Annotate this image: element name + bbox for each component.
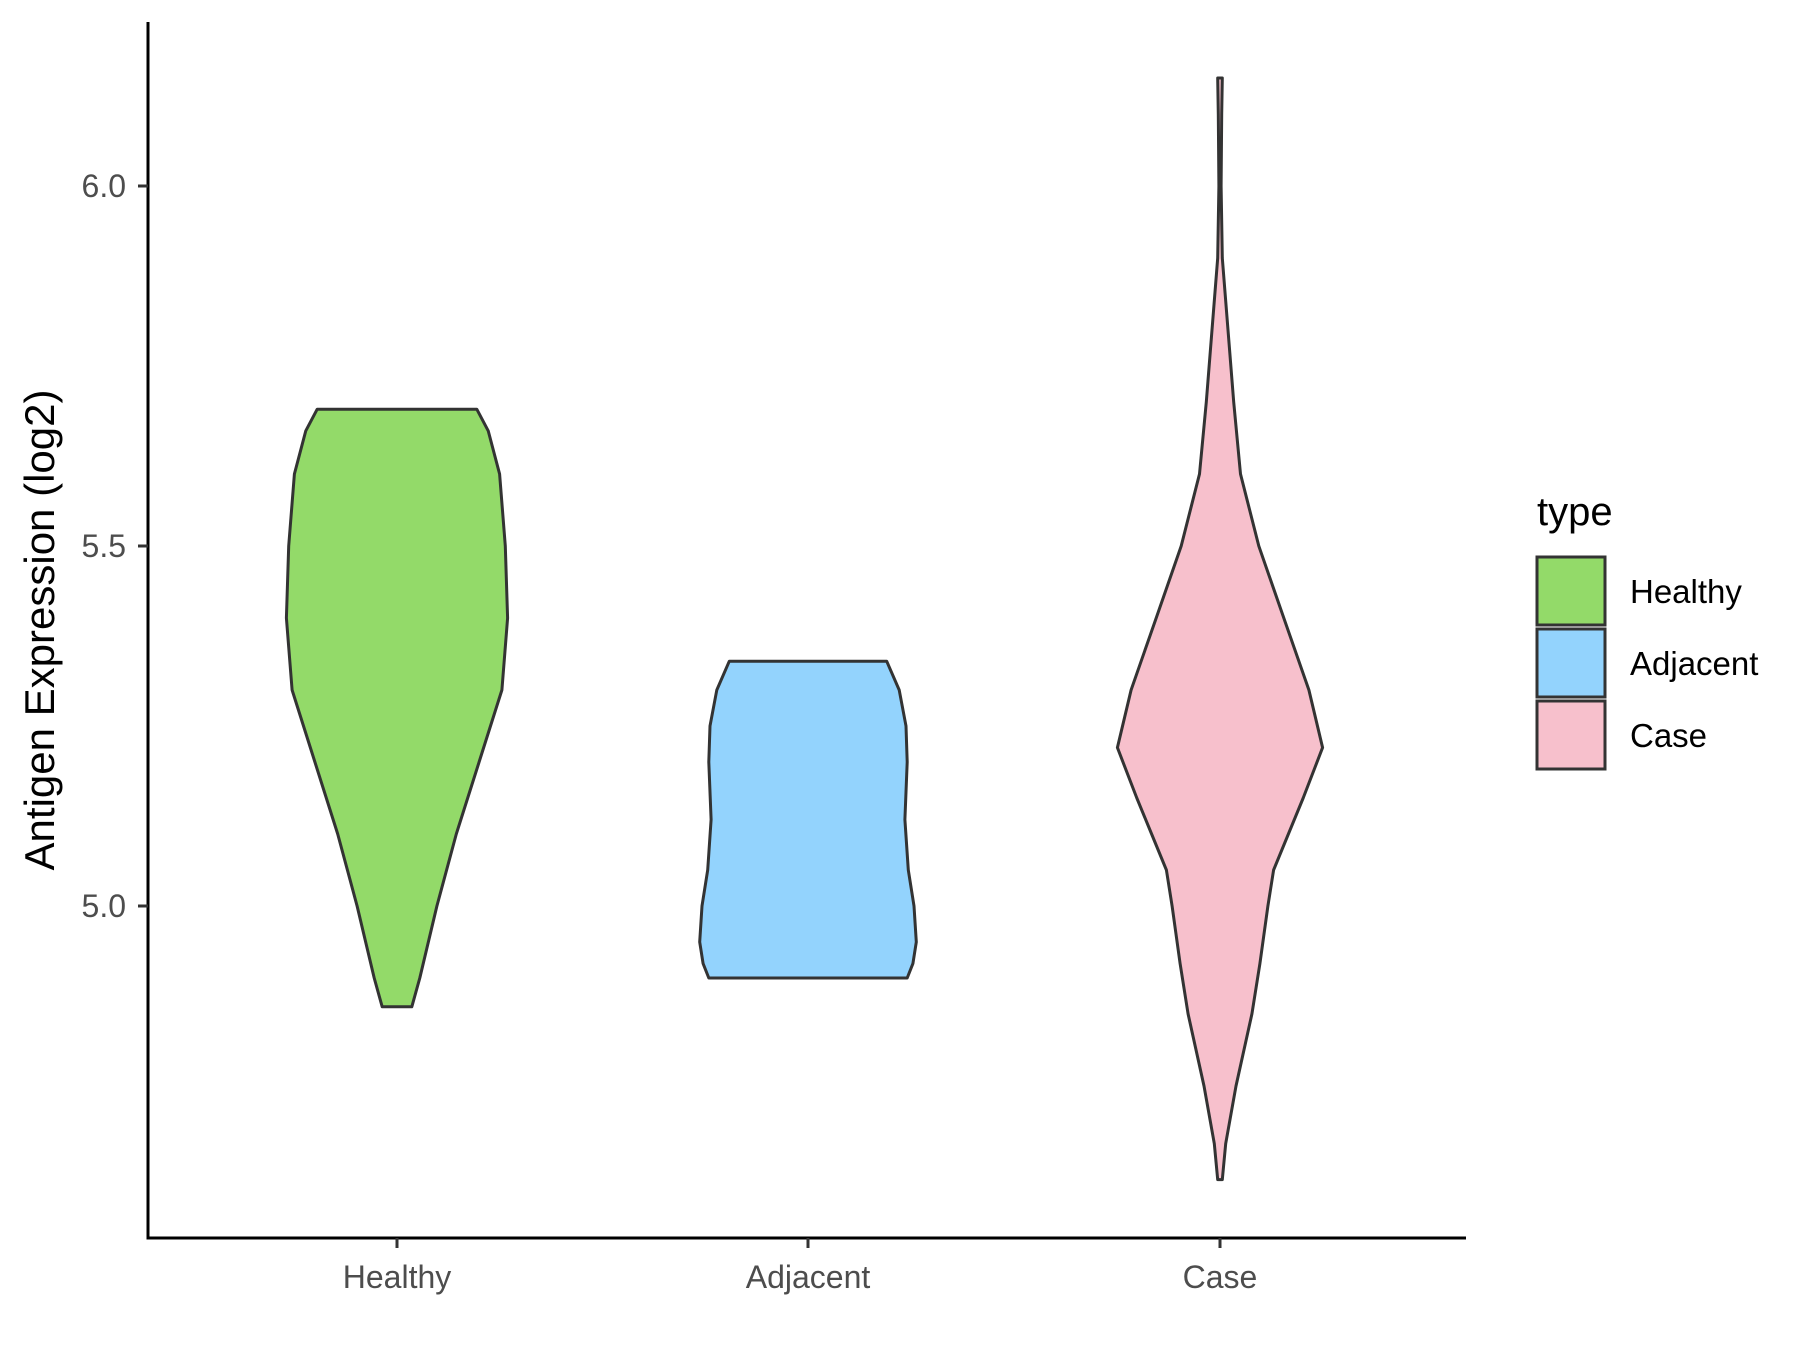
legend-key-healthy (1535, 555, 1607, 627)
legend-label-case: Case (1630, 717, 1707, 754)
legend-label-healthy: Healthy (1630, 573, 1742, 610)
y-axis-title: Antigen Expression (log2) (16, 390, 63, 871)
legend: type Healthy Adjacent Case (1535, 490, 1758, 771)
legend-title: type (1537, 490, 1613, 534)
x-ticks-group: Healthy Adjacent Case (343, 1238, 1258, 1295)
legend-label-adjacent: Adjacent (1630, 645, 1758, 682)
y-tick-label: 5.5 (82, 528, 126, 564)
legend-key-case (1535, 699, 1607, 771)
x-tick-label: Case (1183, 1259, 1258, 1295)
x-tick-label: Healthy (343, 1259, 452, 1295)
x-tick-label: Adjacent (746, 1259, 871, 1295)
y-tick-label: 5.0 (82, 888, 126, 924)
legend-key-adjacent (1535, 627, 1607, 699)
y-tick-label: 6.0 (82, 168, 126, 204)
violin-adjacent (698, 659, 918, 980)
axes-group (146, 22, 1466, 1240)
violin-healthy (284, 407, 510, 1009)
violin-case (1115, 76, 1325, 1182)
y-ticks-group: 5.0 5.5 6.0 (82, 168, 148, 924)
violins-group (284, 76, 1325, 1182)
